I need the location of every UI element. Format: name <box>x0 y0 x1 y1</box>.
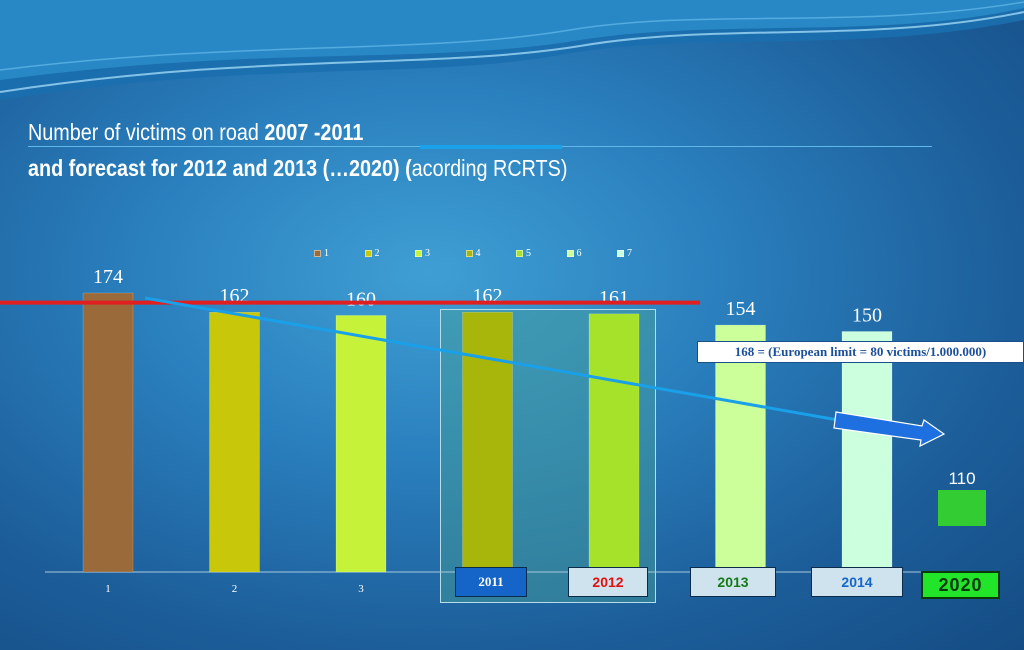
bar-7 <box>841 331 893 573</box>
trend-line <box>144 296 839 422</box>
title-line1-bold: 2007 -2011 <box>264 119 364 145</box>
bar-1 <box>82 292 134 573</box>
legend-label: 7 <box>627 248 632 259</box>
bar-value-label: 160 <box>346 288 376 310</box>
title-line2-bold: and forecast for 2012 and 2013 (…2020) ( <box>28 155 412 181</box>
year-label-2011: 2011 <box>455 567 527 597</box>
legend-swatch <box>415 250 422 257</box>
bar-value-label: 174 <box>93 266 123 288</box>
european-limit-note: 168 = (European limit = 80 victims/1.000… <box>697 341 1024 363</box>
bar-value-label: 154 <box>726 298 756 320</box>
legend-item-4: 4 <box>465 248 517 259</box>
x-tick-label: 3 <box>358 583 364 595</box>
legend-item-3: 3 <box>415 248 466 259</box>
legend-label: 2 <box>374 248 380 259</box>
legend-item-2: 2 <box>364 248 416 259</box>
page-title: Number of victims on road 2007 -2011 and… <box>28 114 567 186</box>
bar-6 <box>715 324 766 573</box>
legend-label: 6 <box>576 248 582 259</box>
bar-2020 <box>938 490 986 526</box>
legend-item-5: 5 <box>516 248 567 259</box>
bar-3 <box>335 315 387 573</box>
bar-2 <box>209 311 260 573</box>
legend-swatch <box>566 250 574 257</box>
legend-label: 1 <box>324 248 329 259</box>
legend-swatch <box>364 250 372 257</box>
legend-item-7: 7 <box>617 248 668 259</box>
legend-item-1: 1 <box>314 248 365 259</box>
year-label-2012: 2012 <box>568 567 648 597</box>
year-label-2020: 2020 <box>921 571 1000 599</box>
legend-swatch <box>516 250 523 257</box>
title-line2-normal: acording RCRTS) <box>411 155 568 181</box>
legend-swatch <box>617 250 624 257</box>
legend-label: 5 <box>526 248 531 259</box>
bar-2020-value-label: 110 <box>948 469 975 488</box>
year-label-2013: 2013 <box>690 567 776 597</box>
legend-label: 4 <box>475 248 481 259</box>
legend-swatch <box>314 250 321 257</box>
title-divider-accent <box>420 145 562 149</box>
bar-4 <box>462 311 513 573</box>
bar-value-label: 150 <box>852 304 882 326</box>
legend-label: 3 <box>425 248 430 259</box>
chart-legend: 1 2 3 4 5 6 7 <box>314 248 668 259</box>
trend-arrow-icon <box>833 411 946 448</box>
decorative-waves <box>0 0 1024 100</box>
bar-value-label: 161 <box>599 287 629 309</box>
legend-swatch <box>465 250 473 257</box>
x-tick-label: 2 <box>232 583 238 595</box>
title-line1-normal: Number of victims on road <box>28 119 265 145</box>
x-tick-label: 1 <box>105 583 111 595</box>
bar-5 <box>588 313 640 573</box>
legend-item-6: 6 <box>566 248 618 259</box>
year-label-2014: 2014 <box>811 567 903 597</box>
